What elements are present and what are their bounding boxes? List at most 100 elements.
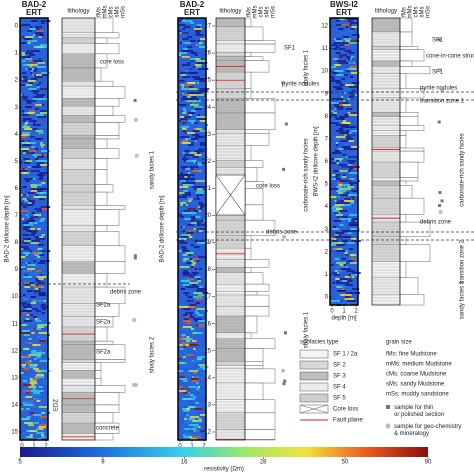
lithology-bed <box>61 362 96 371</box>
ert-streak <box>198 106 208 108</box>
ert-streak <box>336 128 340 130</box>
facies-annotation: pyrite nodules <box>420 86 457 92</box>
ert-streak <box>199 252 203 254</box>
facies-annotation: SF1 <box>432 38 444 44</box>
ert-streak <box>339 156 345 158</box>
sample-square <box>282 382 286 386</box>
ert-streak <box>179 104 187 106</box>
ert-streak <box>26 180 30 182</box>
grain-bar <box>399 130 407 136</box>
ert-streak <box>184 434 193 436</box>
ert-streak <box>41 358 50 360</box>
ert-streak <box>193 254 197 256</box>
ert-streak <box>30 134 40 136</box>
legend-label: Core loss <box>333 407 358 413</box>
lithology-bed <box>371 277 401 295</box>
ert-streak <box>41 72 51 74</box>
ert-streak <box>339 206 348 208</box>
ert-streak <box>192 198 200 200</box>
lithology-bed <box>215 160 246 168</box>
lithology-bed <box>215 43 246 53</box>
ert-streak <box>30 188 36 190</box>
ert-streak <box>41 344 49 346</box>
grain-bar <box>244 88 252 99</box>
ert-streak <box>20 42 28 44</box>
facies-annotation: shaly facies 2 <box>150 336 156 373</box>
ert-streak <box>26 102 32 104</box>
grain-bar <box>94 115 126 123</box>
ert-streak <box>27 342 33 344</box>
ert-streak <box>28 284 36 286</box>
ert-streak <box>336 190 342 192</box>
depth-tick-label: 14 <box>11 403 18 409</box>
ert-streak <box>35 370 41 372</box>
ert-streak <box>179 354 188 356</box>
ert-streak <box>344 236 352 238</box>
ert-streak <box>349 222 357 224</box>
sample-square <box>282 167 286 171</box>
grain-bar <box>94 86 126 99</box>
ert-streak <box>41 380 49 382</box>
ert-streak <box>334 258 340 260</box>
ert-streak <box>199 366 209 368</box>
ert-streak <box>349 276 353 278</box>
ert-streak <box>181 334 186 336</box>
ert-streak <box>342 44 350 46</box>
ert-streak <box>341 122 351 124</box>
depth-tick-label: 7 <box>325 136 329 142</box>
ert-streak <box>21 428 29 430</box>
ert-streak <box>190 314 193 316</box>
ert-streak <box>178 228 184 230</box>
ert-streak <box>195 34 204 36</box>
ert-streak <box>343 92 347 94</box>
ert-streak <box>196 188 203 190</box>
ert-streak <box>187 198 198 200</box>
column-header: lithology <box>67 9 89 15</box>
ert-streak <box>190 260 194 262</box>
ert-streak <box>36 86 40 88</box>
grain-bar <box>94 43 120 55</box>
ert-streak <box>20 396 26 398</box>
ert-streak <box>38 426 47 428</box>
ert-streak <box>187 258 194 260</box>
ert-streak <box>181 74 191 76</box>
ert-streak <box>350 130 358 132</box>
ert-streak <box>181 328 191 330</box>
ert-streak <box>25 436 31 438</box>
grain-bar <box>399 236 407 246</box>
ert-streak <box>343 144 348 146</box>
ert-streak <box>25 198 29 200</box>
ert-streak <box>40 334 50 336</box>
ert-streak <box>336 250 346 252</box>
ert-streak <box>339 44 345 46</box>
ert-streak <box>37 62 46 64</box>
lithology-bed <box>215 315 246 334</box>
ert-streak <box>182 168 186 170</box>
ert-streak <box>27 122 34 124</box>
ert-streak <box>32 344 41 346</box>
panel-title: BWS-I2 <box>330 0 359 9</box>
ert-streak <box>192 130 200 132</box>
ert-streak <box>190 222 197 224</box>
ert-streak <box>182 182 191 184</box>
sample-square <box>133 256 137 260</box>
ert-streak <box>40 370 51 372</box>
depth-tick-label: 26 <box>204 51 211 57</box>
ert-streak <box>195 312 200 314</box>
ert-streak <box>347 192 356 194</box>
ert-streak <box>180 166 189 168</box>
ert-streak <box>185 188 194 190</box>
grain-bar <box>244 429 276 440</box>
ert-streak <box>183 388 189 390</box>
ert-streak <box>184 30 189 32</box>
ert-streak <box>178 390 187 392</box>
ert-streak <box>23 360 30 362</box>
ert-streak <box>198 90 208 92</box>
ert-streak <box>345 202 350 204</box>
ert-streak <box>178 200 189 202</box>
ert-streak <box>196 432 200 434</box>
ert-streak <box>339 224 344 226</box>
ert-streak <box>22 90 28 92</box>
sample-square <box>438 204 442 208</box>
ert-streak <box>191 100 201 102</box>
